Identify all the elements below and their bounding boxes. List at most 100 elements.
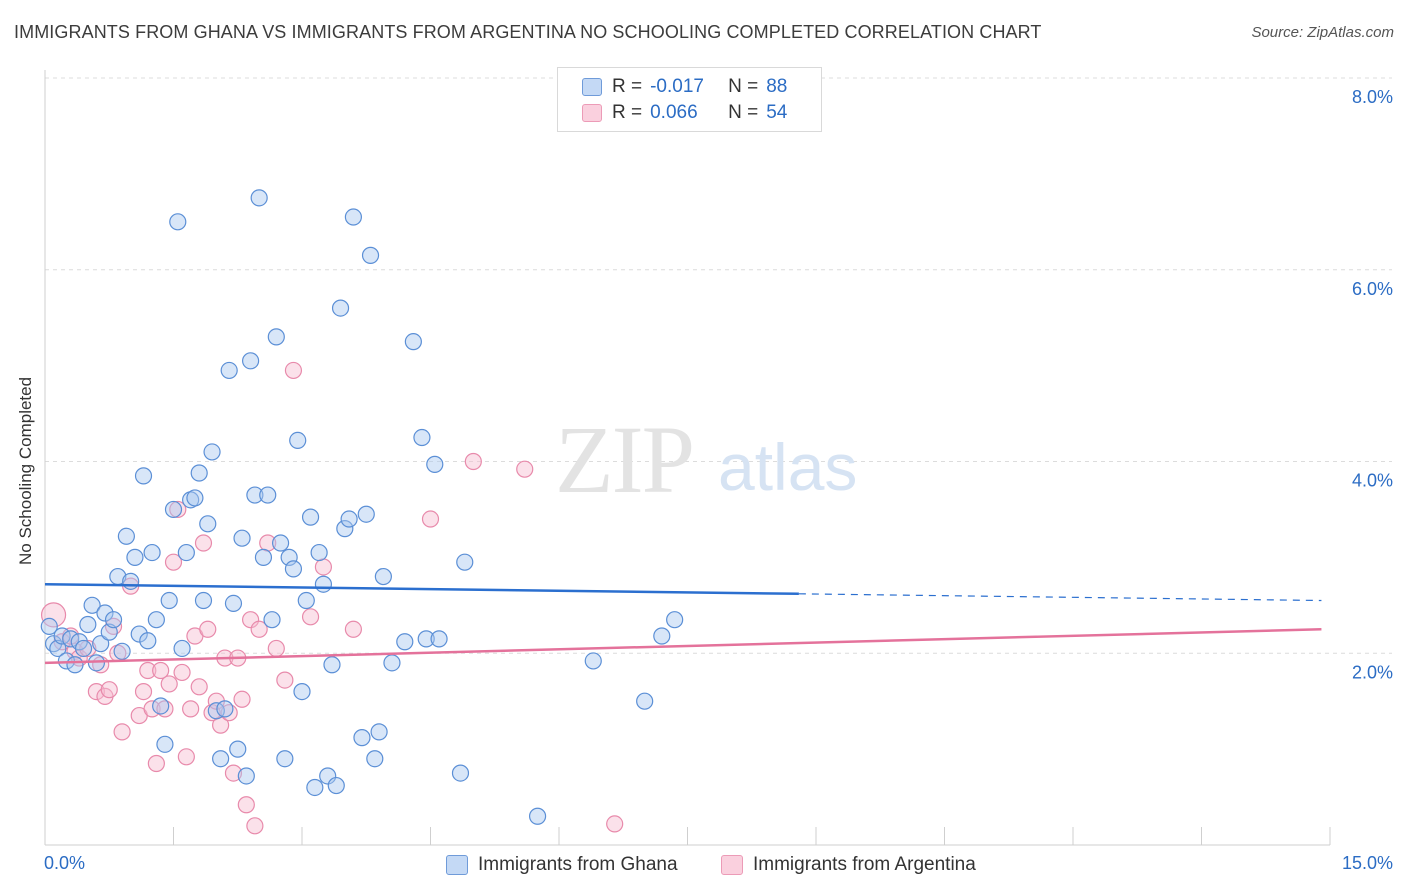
tick-labels: 2.0% 4.0% 6.0% 8.0% 0.0% 15.0%: [44, 87, 1393, 873]
argentina-point: [237, 796, 255, 814]
ghana-point: [306, 778, 324, 797]
ghana-point: [353, 729, 371, 747]
ghana-point: [177, 543, 195, 562]
y-tick-label: 8.0%: [1352, 87, 1393, 107]
legend-n-label: N =: [728, 102, 759, 123]
ghana-point: [40, 617, 58, 636]
svg-text:atlas: atlas: [718, 430, 857, 504]
ghana-point: [186, 489, 204, 507]
argentina-point: [421, 510, 440, 528]
ghana-point: [263, 611, 281, 629]
ghana-point: [237, 767, 255, 785]
ghana-trend-extension: [798, 593, 1322, 602]
argentina-point: [267, 639, 285, 658]
legend-r-label: R =: [612, 102, 643, 123]
argentina-point: [40, 602, 67, 628]
ghana-point: [357, 505, 375, 523]
ghana-point: [250, 189, 268, 207]
ghana-point: [164, 500, 183, 519]
argentina-point: [199, 620, 217, 638]
y-tick-label: 2.0%: [1352, 662, 1393, 682]
ghana-point: [310, 543, 328, 562]
ghana-point: [276, 750, 294, 768]
argentina-point: [276, 671, 294, 689]
ghana-point: [147, 611, 165, 629]
series-swatch-argentina: [721, 855, 743, 875]
y-tick-label: 4.0%: [1352, 471, 1393, 491]
argentina-points: [40, 361, 624, 835]
ghana-point: [271, 534, 290, 552]
argentina-point: [284, 361, 303, 380]
legend-row-argentina: R = 0.066 N = 54: [582, 101, 787, 125]
ghana-point: [314, 575, 333, 593]
ghana-point: [370, 723, 388, 741]
ghana-point: [289, 431, 307, 450]
argentina-point: [301, 608, 320, 626]
ghana-point: [413, 428, 431, 447]
ghana-point: [216, 700, 234, 718]
ghana-point: [173, 639, 191, 658]
legend-n-value: 54: [766, 102, 788, 123]
argentina-point: [160, 675, 178, 693]
legend-n-value: 88: [766, 76, 788, 97]
ghana-point: [319, 767, 337, 785]
ghana-point: [212, 750, 230, 768]
ghana-point: [229, 740, 247, 758]
ghana-point: [66, 656, 84, 674]
argentina-point: [87, 682, 106, 701]
ghana-point: [152, 697, 170, 715]
ghana-point: [653, 627, 671, 645]
ghana-point: [331, 299, 350, 317]
ghana-point: [417, 630, 435, 648]
legend-r-value: -0.017: [650, 76, 704, 97]
ghana-point: [383, 654, 401, 672]
zipatlas-watermark: ZIP atlas: [555, 406, 857, 513]
legend-r-label: R =: [612, 76, 643, 97]
ghana-point: [126, 548, 144, 566]
series-label-ghana: Immigrants from Ghana: [478, 854, 678, 875]
ghana-point: [242, 352, 260, 370]
ghana-point: [293, 682, 311, 701]
ghana-point: [96, 604, 114, 622]
argentina-point: [182, 700, 200, 718]
ghana-point: [224, 594, 243, 612]
ghana-point: [74, 639, 93, 658]
ghana-point: [451, 764, 470, 782]
series-legend-ghana: Immigrants from Ghana: [446, 852, 678, 878]
ghana-point: [169, 213, 187, 231]
ghana-point: [190, 464, 208, 482]
legend-n-label: N =: [728, 76, 759, 97]
ghana-point: [246, 486, 264, 504]
source-credit: Source: ZipAtlas.com: [1251, 24, 1394, 41]
ghana-point: [160, 591, 178, 610]
ghana-point: [156, 735, 174, 753]
argentina-point: [113, 723, 131, 741]
ghana-points: [40, 189, 684, 825]
axes: [44, 70, 1331, 846]
ghana-point: [130, 625, 148, 643]
argentina-point: [169, 500, 187, 519]
legend-swatch-argentina: [582, 104, 602, 122]
series-swatch-ghana: [446, 855, 468, 875]
ghana-point: [139, 632, 157, 650]
trend-lines: [44, 582, 1322, 665]
argentina-point: [314, 558, 333, 576]
ghana-trend-line: [44, 582, 799, 596]
series-legend-argentina: Immigrants from Argentina: [721, 852, 976, 878]
ghana-point: [404, 333, 422, 351]
ghana-point: [340, 510, 358, 528]
argentina-trend-line: [44, 628, 1322, 665]
argentina-point: [177, 748, 195, 766]
chart-title: IMMIGRANTS FROM GHANA VS IMMIGRANTS FROM…: [14, 22, 1042, 42]
argentina-point: [242, 611, 260, 629]
argentina-point: [250, 620, 268, 638]
ghana-point: [374, 567, 392, 586]
ghana-point: [203, 443, 221, 461]
ghana-point: [143, 543, 161, 562]
ghana-point: [134, 467, 153, 485]
ghana-point: [194, 591, 213, 610]
correlation-legend: R = -0.017 N = 88 R = 0.066 N = 54: [557, 67, 822, 132]
x-tick-label: 15.0%: [1342, 853, 1393, 873]
ghana-point: [666, 611, 684, 629]
